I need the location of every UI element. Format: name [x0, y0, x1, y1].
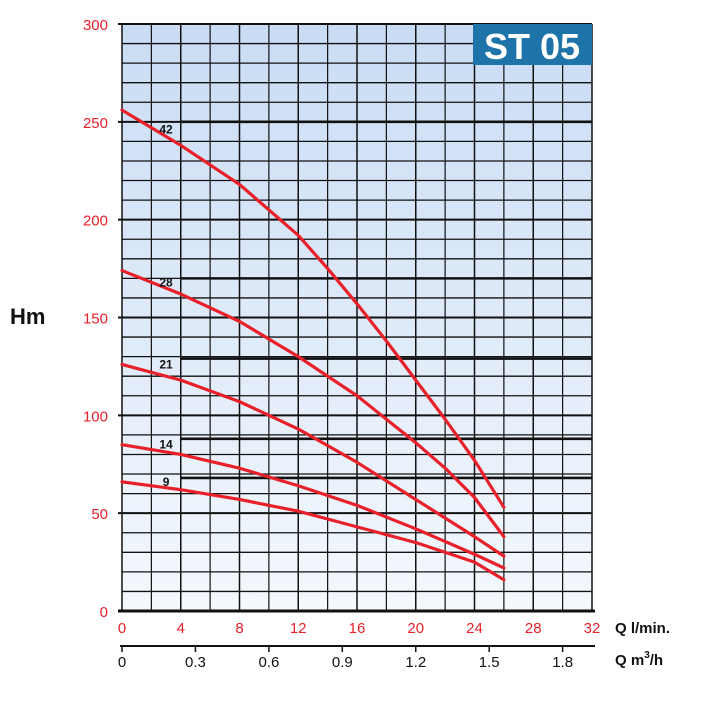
title-badge: ST 05	[473, 24, 592, 67]
curve-28	[120, 268, 506, 539]
x2-tick-label: 0.6	[258, 654, 279, 671]
title-badge-box	[473, 24, 592, 65]
x2-tick-label: 1.2	[405, 654, 426, 671]
y-tick-label: 50	[91, 506, 108, 523]
curve-9	[120, 480, 506, 582]
x-tick-labels: 0 4 8 12 16 20 24 28 32	[118, 620, 601, 637]
x-tick-label: 8	[235, 620, 243, 637]
y-tick-labels: 0 50 100 150 200 250 300	[83, 17, 108, 621]
x-tick-label: 28	[525, 620, 542, 637]
x-tick-label: 32	[584, 620, 601, 637]
x2-tick-label: 1.8	[552, 654, 573, 671]
x2-tick-label: 0.9	[332, 654, 353, 671]
x-tick-label: 24	[466, 620, 483, 637]
y-tick-label: 0	[100, 604, 108, 621]
x-tick-label: 0	[118, 620, 126, 637]
grid	[118, 23, 593, 612]
curve-label-9: 9	[163, 475, 170, 489]
x-tick-label: 16	[349, 620, 366, 637]
chart-title: ST 05	[484, 26, 580, 67]
y-tick-label: 100	[83, 408, 108, 425]
x2-tick-label: 0.3	[185, 654, 206, 671]
curve-label-42: 42	[159, 123, 173, 137]
x-tick-label: 20	[407, 620, 424, 637]
y-tick-label: 250	[83, 115, 108, 132]
y-tick-label: 300	[83, 17, 108, 34]
y-tick-label: 150	[83, 311, 108, 328]
x2-axis-title-sup: 3	[644, 650, 650, 661]
curve-42	[120, 108, 506, 509]
y-tick-label: 200	[83, 213, 108, 230]
x-tick-label: 4	[177, 620, 185, 637]
curves	[120, 108, 506, 582]
x2-tick-label: 1.5	[479, 654, 500, 671]
x2-tick-labels: 0 0.3 0.6 0.9 1.2 1.5 1.8	[118, 646, 573, 671]
curve-label-21: 21	[159, 357, 173, 371]
x2-tick-label: 0	[118, 654, 126, 671]
y-axis-title: Hm	[10, 304, 45, 329]
x2-axis-title-prefix: Q m	[615, 652, 644, 669]
x-axis-title: Q l/min.	[615, 620, 670, 637]
x-tick-label: 12	[290, 620, 307, 637]
curve-14	[120, 443, 506, 570]
curve-label-14: 14	[159, 438, 173, 452]
curve-label-28: 28	[159, 275, 173, 289]
curve-21	[120, 362, 506, 558]
x2-axis-title-suffix: /h	[650, 652, 663, 669]
curve-labels: 42 28 21 14 9	[159, 123, 173, 489]
x2-axis-title: Q m3/h	[615, 650, 663, 669]
